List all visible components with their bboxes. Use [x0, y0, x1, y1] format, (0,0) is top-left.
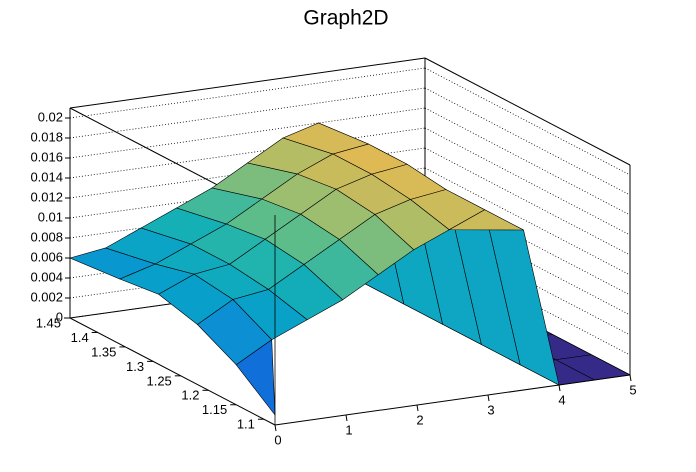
z-tick-label: 0.012: [30, 189, 63, 204]
x-tick: [487, 394, 490, 402]
grid-line: [424, 207, 631, 316]
grid-line: [424, 247, 631, 356]
y-tick-label: 1.45: [36, 315, 61, 330]
box-edge: [69, 57, 426, 109]
grid-line: [424, 167, 631, 276]
z-tick-label: 0.006: [30, 249, 63, 264]
grid-line: [424, 227, 631, 336]
x-tick-label: 4: [558, 392, 565, 407]
x-tick: [345, 414, 348, 422]
x-tick: [416, 404, 419, 412]
z-tick-label: 0.008: [30, 229, 63, 244]
grid-line: [424, 187, 631, 296]
grid-line: [424, 127, 631, 236]
x-tick-label: 1: [345, 422, 352, 437]
y-tick-label: 1.25: [146, 373, 171, 388]
y-axis: [69, 317, 276, 426]
grid-line: [424, 147, 631, 256]
grid-line: [424, 107, 631, 216]
y-tick-label: 1.35: [91, 344, 116, 359]
x-tick-label: 5: [629, 382, 636, 397]
x-tick-label: 3: [487, 402, 494, 417]
x-tick: [274, 424, 277, 432]
box-edge: [424, 57, 631, 166]
grid-line: [424, 87, 631, 196]
z-tick-label: 0.018: [30, 129, 63, 144]
z-tick-label: 0.004: [30, 269, 63, 284]
x-tick: [629, 374, 632, 382]
z-tick-label: 0.016: [30, 149, 63, 164]
x-tick-label: 0: [274, 432, 281, 447]
y-tick-label: 1.2: [181, 388, 199, 403]
x-axis: [274, 374, 631, 426]
y-tick-label: 1.3: [126, 359, 144, 374]
x-tick: [558, 384, 561, 392]
grid-line: [424, 67, 631, 176]
surface-cell: [235, 339, 276, 416]
z-tick-label: 0.01: [38, 209, 63, 224]
x-tick-label: 2: [416, 412, 423, 427]
chart-title: Graph2D: [303, 7, 388, 30]
z-tick-label: 0.014: [30, 169, 63, 184]
y-tick-label: 1.4: [71, 330, 89, 345]
z-tick-label: 0.02: [38, 109, 63, 124]
surface-cell: [448, 209, 524, 231]
y-tick-label: 1.1: [237, 417, 255, 432]
z-tick-label: 0.002: [30, 289, 63, 304]
z-tick-label: 0: [56, 309, 63, 324]
y-tick-label: 1.15: [202, 402, 227, 417]
